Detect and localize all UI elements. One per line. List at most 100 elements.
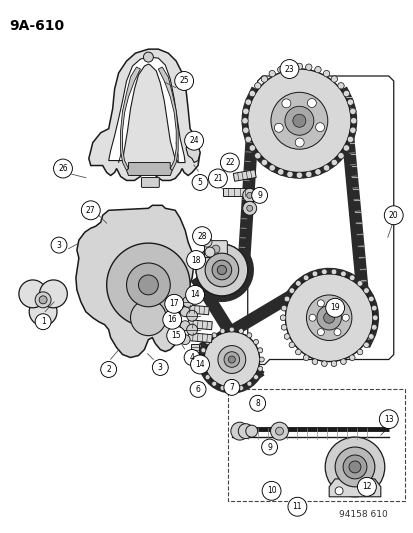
Circle shape: [271, 92, 327, 149]
Circle shape: [311, 271, 317, 277]
Circle shape: [211, 245, 219, 253]
Circle shape: [323, 312, 334, 323]
Circle shape: [204, 332, 259, 387]
Circle shape: [205, 340, 209, 344]
Circle shape: [325, 298, 344, 317]
Circle shape: [166, 326, 185, 345]
Circle shape: [311, 359, 317, 365]
Circle shape: [363, 288, 368, 293]
Circle shape: [280, 305, 286, 311]
Text: 94158 610: 94158 610: [338, 510, 387, 519]
Text: 9A-610: 9A-610: [9, 19, 64, 33]
Circle shape: [217, 265, 226, 274]
Text: 27: 27: [86, 206, 95, 215]
Circle shape: [321, 361, 326, 366]
Circle shape: [363, 342, 368, 348]
Circle shape: [295, 349, 300, 355]
Text: 18: 18: [191, 255, 200, 264]
Circle shape: [349, 275, 354, 280]
Circle shape: [337, 83, 343, 89]
Circle shape: [349, 108, 355, 115]
Polygon shape: [186, 136, 199, 163]
Circle shape: [342, 91, 349, 96]
Circle shape: [349, 127, 355, 133]
Circle shape: [340, 359, 345, 365]
Circle shape: [347, 99, 353, 106]
Text: 25: 25: [179, 76, 188, 85]
Circle shape: [241, 118, 247, 124]
Polygon shape: [328, 479, 380, 497]
Circle shape: [342, 145, 349, 151]
Circle shape: [288, 342, 294, 348]
Circle shape: [281, 99, 290, 108]
Circle shape: [330, 361, 336, 366]
Circle shape: [366, 487, 374, 495]
Circle shape: [295, 281, 300, 286]
Circle shape: [257, 348, 262, 353]
Circle shape: [284, 106, 313, 135]
Circle shape: [261, 76, 267, 82]
Circle shape: [242, 201, 256, 215]
Circle shape: [261, 159, 267, 166]
Circle shape: [349, 275, 354, 280]
Circle shape: [305, 64, 311, 70]
Circle shape: [311, 271, 317, 277]
Circle shape: [261, 439, 277, 455]
Circle shape: [284, 296, 289, 302]
Circle shape: [205, 375, 209, 379]
Circle shape: [314, 169, 320, 175]
Circle shape: [100, 361, 116, 377]
Circle shape: [356, 478, 375, 496]
Circle shape: [309, 314, 315, 321]
Circle shape: [342, 314, 349, 321]
Circle shape: [337, 152, 343, 159]
Circle shape: [317, 329, 323, 336]
Circle shape: [199, 357, 204, 362]
Text: 9: 9: [256, 191, 261, 200]
Circle shape: [292, 114, 305, 127]
Circle shape: [205, 375, 209, 379]
Circle shape: [185, 285, 204, 304]
Circle shape: [126, 263, 170, 307]
Text: 21: 21: [213, 174, 222, 183]
Circle shape: [280, 325, 286, 330]
Circle shape: [217, 345, 245, 374]
Polygon shape: [233, 169, 256, 181]
Circle shape: [285, 274, 372, 361]
Circle shape: [330, 76, 337, 82]
Circle shape: [138, 275, 158, 295]
Bar: [227, 389, 404, 501]
Circle shape: [330, 269, 336, 274]
Circle shape: [295, 349, 300, 355]
Circle shape: [242, 127, 248, 133]
Circle shape: [335, 447, 374, 487]
FancyBboxPatch shape: [141, 177, 159, 188]
Circle shape: [180, 321, 190, 330]
Circle shape: [253, 375, 258, 379]
Circle shape: [303, 355, 308, 360]
Circle shape: [182, 296, 193, 308]
Circle shape: [257, 366, 262, 371]
Circle shape: [340, 271, 345, 277]
Circle shape: [280, 325, 286, 330]
Circle shape: [184, 131, 203, 150]
Circle shape: [270, 422, 288, 440]
Circle shape: [330, 76, 337, 82]
Circle shape: [257, 348, 262, 353]
Circle shape: [268, 70, 275, 77]
Circle shape: [347, 136, 353, 142]
Circle shape: [314, 67, 320, 73]
Text: 2: 2: [106, 365, 111, 374]
Circle shape: [200, 348, 205, 353]
Circle shape: [280, 305, 286, 311]
Circle shape: [330, 159, 337, 166]
Circle shape: [288, 288, 294, 293]
Circle shape: [314, 67, 320, 73]
Text: 19: 19: [330, 303, 339, 312]
Circle shape: [162, 310, 181, 329]
Circle shape: [368, 334, 373, 340]
Circle shape: [238, 329, 243, 334]
Circle shape: [220, 329, 225, 334]
Circle shape: [372, 315, 377, 320]
Circle shape: [223, 352, 239, 367]
